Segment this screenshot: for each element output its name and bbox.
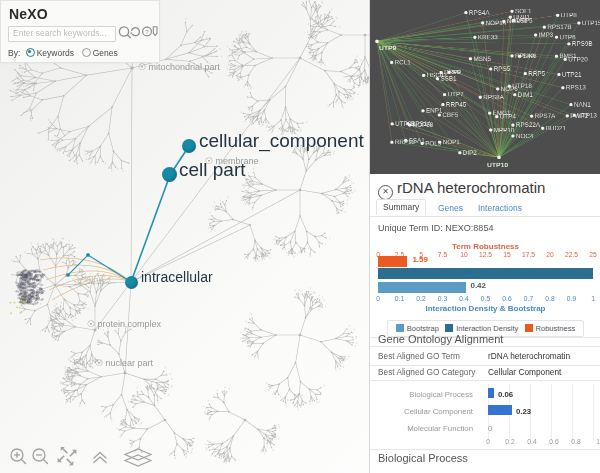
svg-text:?: ? — [145, 29, 149, 35]
